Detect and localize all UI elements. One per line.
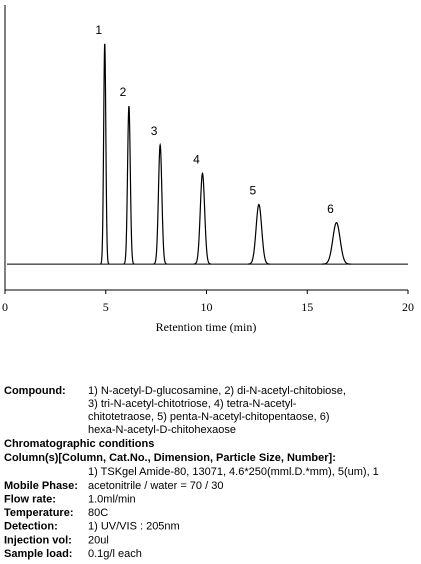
value: 0.1g/l each [88,548,142,560]
x-tick-label: 10 [201,300,213,314]
value: acetonitrile / water = 70 / 30 [88,480,223,492]
label: Compound: [4,385,66,397]
x-tick-label: 15 [301,300,313,314]
peak-label: 6 [327,202,334,216]
x-tick-label: 5 [103,300,109,314]
x-tick-label: 0 [2,300,8,314]
x-axis-label: Retention time (min) [156,320,257,334]
peak [247,203,271,265]
heading: Chromatographic conditions [4,438,154,450]
peak-label: 3 [151,124,158,138]
value: 1) UV/VIS : 205nm [88,521,180,533]
peak [193,172,212,265]
peak [321,221,352,265]
value: 80C [88,507,108,519]
peak-label: 4 [193,153,200,167]
peak [100,43,110,265]
value: 3) tri-N-acetyl-chitotriose, 4) tetra-N-… [88,398,297,410]
value: 1.0ml/min [88,494,136,506]
peak [123,105,135,265]
peak-label: 5 [250,184,257,198]
value: hexa-N-acetyl-D-chitohexaose [88,424,236,436]
label: Flow rate: [4,494,56,506]
x-tick-label: 20 [402,300,414,314]
label: Injection vol: [4,534,72,546]
value: chitotetraose, 5) penta-N-acetyl-chitope… [88,411,330,423]
peak-label: 2 [120,85,127,99]
value: 1) N-acetyl-D-glucosamine, 2) di-N-acety… [88,385,346,397]
label: Detection: [4,521,58,533]
label: Column(s)[Column, Cat.No., Dimension, Pa… [4,452,336,464]
label: Mobile Phase: [4,480,78,492]
label: Temperature: [4,507,73,519]
peak [153,142,168,265]
peak-label: 1 [95,23,102,37]
value: 1) TSKgel Amide-80, 13071, 4.6*250(mml.D… [88,466,379,478]
conditions: Compound: 1) N-acetyl-D-glucosamine, 2) … [4,385,379,560]
value: 20ul [88,534,109,546]
label: Sample load: [4,548,72,560]
